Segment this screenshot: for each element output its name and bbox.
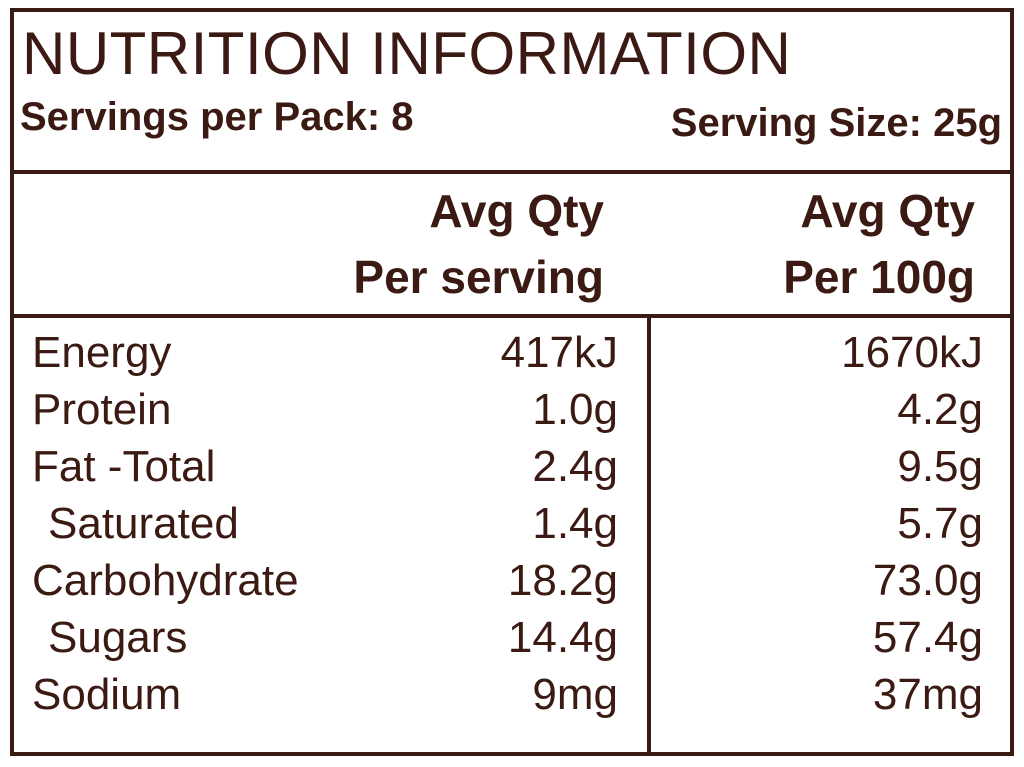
header-divider xyxy=(14,170,1010,174)
per-100g-value: 4.2g xyxy=(897,385,983,434)
column-header-serving-line1: Avg Qty xyxy=(429,185,604,237)
column-header-per100-line1: Avg Qty xyxy=(800,185,975,237)
column-divider xyxy=(647,318,651,752)
servings-per-pack: Servings per Pack: 8 xyxy=(20,95,414,139)
per-serving-value: 417kJ xyxy=(500,328,618,377)
nutrient-label: Saturated xyxy=(48,499,239,548)
nutrient-label: Fat -Total xyxy=(32,442,216,491)
per-100g-value: 73.0g xyxy=(872,556,983,605)
per-serving-value: 14.4g xyxy=(507,613,618,662)
per-serving-value: 9mg xyxy=(532,670,618,719)
column-header-per100-line2: Per 100g xyxy=(783,251,975,303)
nutrition-panel xyxy=(10,8,1014,756)
panel-title: NUTRITION INFORMATION xyxy=(22,20,792,87)
per-serving-value: 1.4g xyxy=(532,499,618,548)
serving-size: Serving Size: 25g xyxy=(670,101,1002,145)
nutrient-label: Protein xyxy=(32,385,172,434)
per-100g-value: 1670kJ xyxy=(841,328,983,377)
column-header-divider xyxy=(14,314,1010,318)
per-serving-value: 18.2g xyxy=(507,556,618,605)
per-100g-value: 57.4g xyxy=(872,613,983,662)
nutrient-label: Sugars xyxy=(48,613,188,662)
column-header-serving-line2: Per serving xyxy=(353,251,604,303)
per-100g-value: 9.5g xyxy=(897,442,983,491)
nutrient-label: Energy xyxy=(32,328,172,377)
nutrient-label: Carbohydrate xyxy=(32,556,299,605)
per-100g-value: 5.7g xyxy=(897,499,983,548)
nutrient-label: Sodium xyxy=(32,670,182,719)
per-serving-value: 1.0g xyxy=(532,385,618,434)
per-serving-value: 2.4g xyxy=(532,442,618,491)
per-100g-value: 37mg xyxy=(872,670,983,719)
